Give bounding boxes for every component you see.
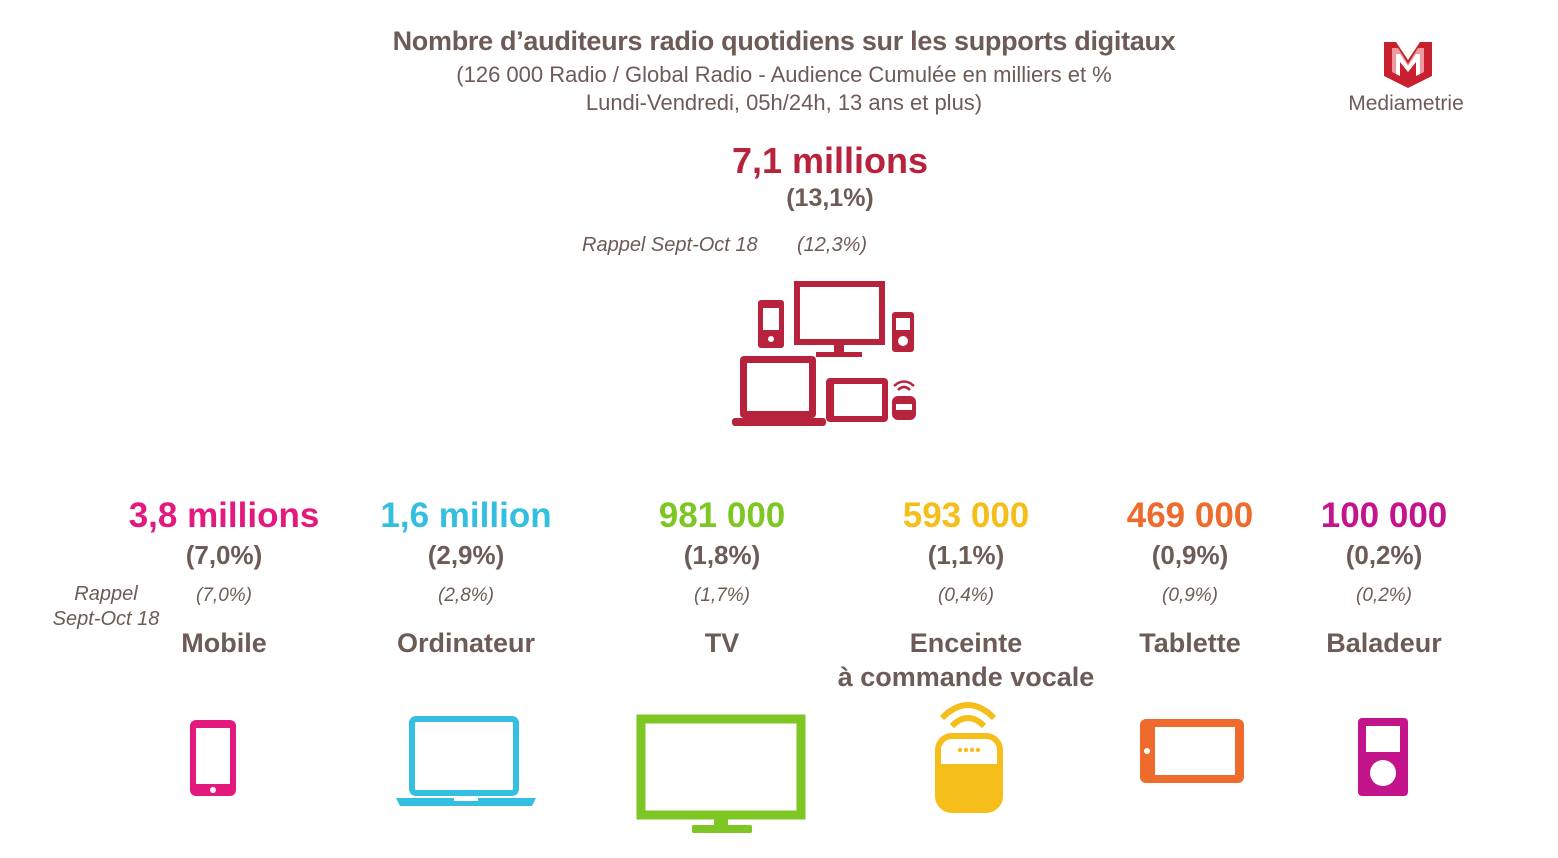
support-label: Ordinateur xyxy=(396,628,536,658)
support-pct: (1,8%) xyxy=(683,540,761,570)
page-subtitle-line2: Lundi-Vendredi, 05h/24h, 13 ans et plus) xyxy=(585,90,983,115)
support-ordinateur: 1,6 million (2,9%) (2,8%) Ordinateur xyxy=(336,494,596,660)
support-pct: (0,9%) xyxy=(1151,540,1229,570)
support-label: Enceinte xyxy=(909,628,1023,658)
support-prev: (0,9%) xyxy=(1162,585,1218,606)
support-pct: (2,9%) xyxy=(427,540,505,570)
page-subtitle-line1: (126 000 Radio / Global Radio - Audience… xyxy=(456,62,1112,87)
music-player-icon xyxy=(1358,718,1408,796)
support-mobile: 3,8 millions (7,0%) (7,0%) Mobile xyxy=(94,494,354,660)
smart-speaker-icon xyxy=(935,702,1003,813)
total-value: 7,1 millions xyxy=(731,140,929,181)
logo-text: Mediametrie xyxy=(1348,92,1464,115)
total-pct: (13,1%) xyxy=(786,184,874,212)
support-value: 981 000 xyxy=(658,496,786,535)
support-value: 3,8 millions xyxy=(128,496,320,535)
rappel-side-label-line1: Rappel xyxy=(74,583,138,605)
support-label: Mobile xyxy=(181,628,267,658)
support-label: Tablette xyxy=(1139,628,1241,658)
support-prev: (2,8%) xyxy=(438,585,494,606)
support-tablette: 469 000 (0,9%) (0,9%) Tablette xyxy=(1060,494,1320,660)
support-label-line2: à commande vocale xyxy=(837,662,1095,692)
support-tv: 981 000 (1,8%) (1,7%) TV xyxy=(592,494,852,660)
support-label: TV xyxy=(704,628,740,658)
support-value: 100 000 xyxy=(1320,496,1448,535)
page-title: Nombre d’auditeurs radio quotidiens sur … xyxy=(392,26,1176,56)
support-baladeur: 100 000 (0,2%) (0,2%) Baladeur xyxy=(1254,494,1514,660)
support-prev: (7,0%) xyxy=(196,585,252,606)
support-pct: (1,1%) xyxy=(927,540,1005,570)
rappel-side-label-line2: Sept-Oct 18 xyxy=(52,608,160,630)
rappel-side-label: Rappel Sept-Oct 18 xyxy=(46,582,166,632)
support-pct: (0,2%) xyxy=(1345,540,1423,570)
support-label: Baladeur xyxy=(1326,628,1442,658)
support-value: 1,6 million xyxy=(380,496,552,535)
support-prev: (0,4%) xyxy=(938,585,994,606)
support-prev: (0,2%) xyxy=(1356,585,1412,606)
tv-icon xyxy=(636,714,806,833)
support-prev: (1,7%) xyxy=(694,585,750,606)
total-rappel-label: Rappel Sept-Oct 18 xyxy=(582,234,758,256)
support-enceinte: 593 000 (1,1%) (0,4%) Enceinte à command… xyxy=(832,494,1100,694)
support-pct: (7,0%) xyxy=(185,540,263,570)
mediametrie-logo-icon xyxy=(1384,42,1432,88)
multi-device-icon xyxy=(732,281,916,426)
laptop-icon xyxy=(396,716,536,806)
total-rappel-value: (12,3%) xyxy=(797,234,868,256)
support-value: 593 000 xyxy=(902,496,1030,535)
tablet-icon xyxy=(1140,719,1244,783)
mediametrie-logo: Mediametrie xyxy=(1336,38,1486,118)
support-value: 469 000 xyxy=(1126,496,1254,535)
smartphone-icon xyxy=(190,720,236,796)
